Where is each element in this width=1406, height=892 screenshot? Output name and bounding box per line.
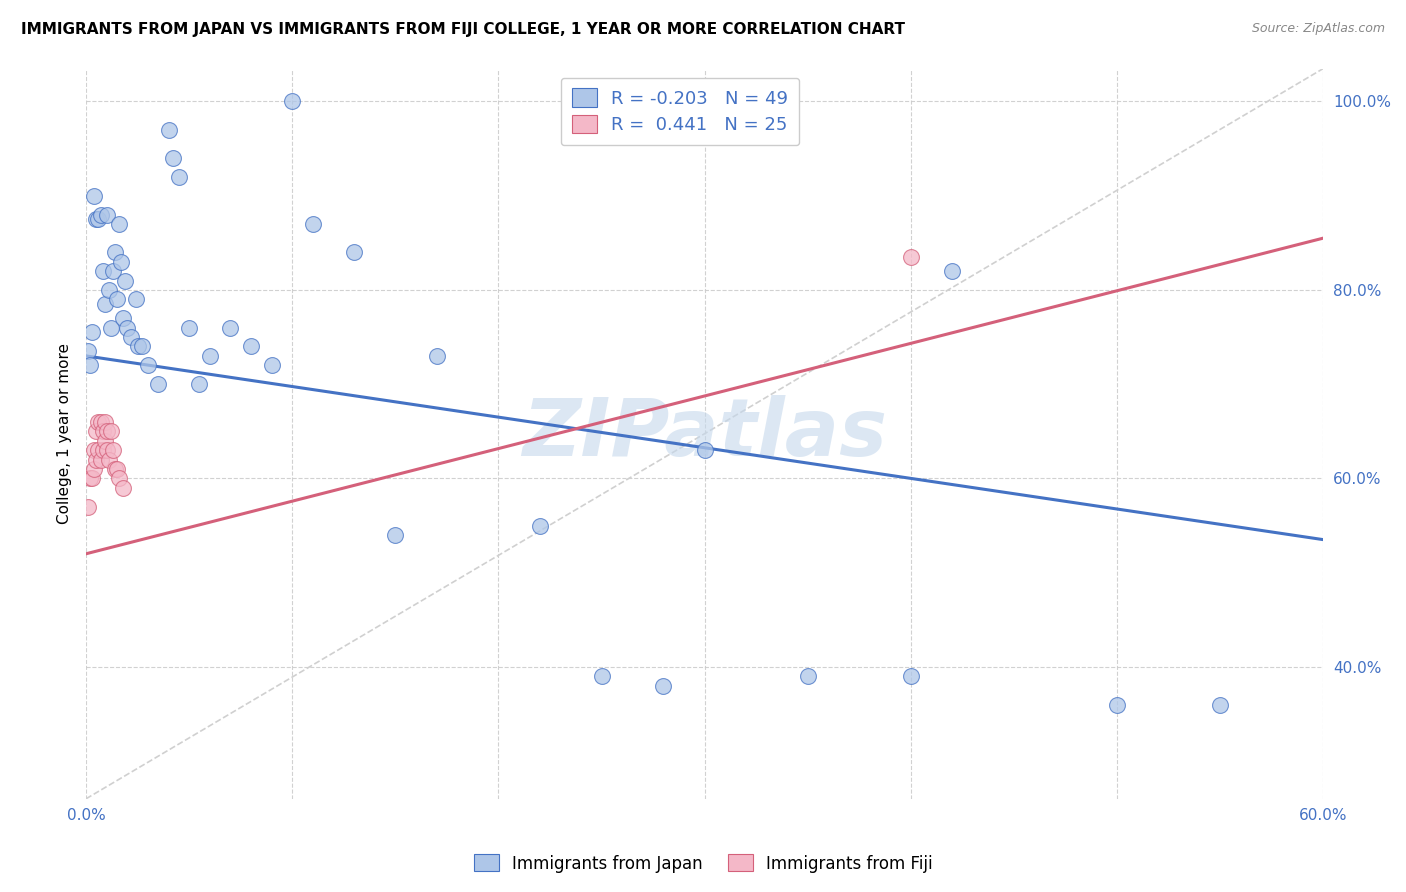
Point xyxy=(77,500,100,514)
Point xyxy=(105,293,128,307)
Y-axis label: College, 1 year or more: College, 1 year or more xyxy=(58,343,72,524)
Point xyxy=(108,471,131,485)
Point xyxy=(148,377,170,392)
Point xyxy=(86,425,108,439)
Point xyxy=(89,415,111,429)
Text: ZIPatlas: ZIPatlas xyxy=(522,394,887,473)
Point xyxy=(426,349,449,363)
Point xyxy=(162,151,184,165)
Point xyxy=(105,462,128,476)
Point xyxy=(110,254,132,268)
Point xyxy=(87,443,110,458)
Point xyxy=(86,452,108,467)
Point xyxy=(219,320,242,334)
Point xyxy=(1107,698,1129,712)
Point xyxy=(79,359,101,373)
Point xyxy=(83,443,105,458)
Point xyxy=(384,528,406,542)
Text: IMMIGRANTS FROM JAPAN VS IMMIGRANTS FROM FIJI COLLEGE, 1 YEAR OR MORE CORRELATIO: IMMIGRANTS FROM JAPAN VS IMMIGRANTS FROM… xyxy=(21,22,905,37)
Point xyxy=(87,415,110,429)
Point xyxy=(157,122,180,136)
Point xyxy=(96,425,118,439)
Point xyxy=(91,425,114,439)
Point xyxy=(91,264,114,278)
Point xyxy=(91,443,114,458)
Point xyxy=(89,452,111,467)
Point xyxy=(198,349,221,363)
Point xyxy=(260,359,283,373)
Point xyxy=(112,481,135,495)
Point xyxy=(100,320,122,334)
Point xyxy=(117,320,139,334)
Point xyxy=(77,344,100,359)
Point xyxy=(93,434,115,448)
Point xyxy=(900,669,922,683)
Point xyxy=(83,462,105,476)
Point xyxy=(167,169,190,184)
Point xyxy=(96,443,118,458)
Point xyxy=(104,462,127,476)
Point xyxy=(97,452,120,467)
Point xyxy=(83,188,105,202)
Point xyxy=(281,95,304,109)
Point xyxy=(127,339,149,353)
Point xyxy=(131,339,153,353)
Point xyxy=(93,297,115,311)
Point xyxy=(120,330,142,344)
Point xyxy=(652,679,675,693)
Text: Source: ZipAtlas.com: Source: ZipAtlas.com xyxy=(1251,22,1385,36)
Point xyxy=(112,311,135,326)
Point xyxy=(82,326,104,340)
Point xyxy=(104,245,127,260)
Point xyxy=(93,415,115,429)
Point xyxy=(86,212,108,227)
Point xyxy=(941,264,963,278)
Point xyxy=(797,669,820,683)
Point xyxy=(136,359,159,373)
Point xyxy=(1209,698,1232,712)
Point xyxy=(89,208,111,222)
Legend: Immigrants from Japan, Immigrants from Fiji: Immigrants from Japan, Immigrants from F… xyxy=(467,847,939,880)
Point xyxy=(240,339,263,353)
Point xyxy=(188,377,211,392)
Point xyxy=(97,283,120,297)
Point xyxy=(108,217,131,231)
Point xyxy=(101,264,124,278)
Point xyxy=(87,212,110,227)
Point xyxy=(302,217,325,231)
Point xyxy=(101,443,124,458)
Point xyxy=(529,518,551,533)
Point xyxy=(179,320,201,334)
Point xyxy=(100,425,122,439)
Point xyxy=(124,293,146,307)
Point xyxy=(591,669,613,683)
Point xyxy=(79,471,101,485)
Point xyxy=(900,250,922,264)
Point xyxy=(114,273,136,287)
Point xyxy=(96,208,118,222)
Legend: R = -0.203   N = 49, R =  0.441   N = 25: R = -0.203 N = 49, R = 0.441 N = 25 xyxy=(561,78,799,145)
Point xyxy=(693,443,716,458)
Point xyxy=(343,245,366,260)
Point xyxy=(82,471,104,485)
